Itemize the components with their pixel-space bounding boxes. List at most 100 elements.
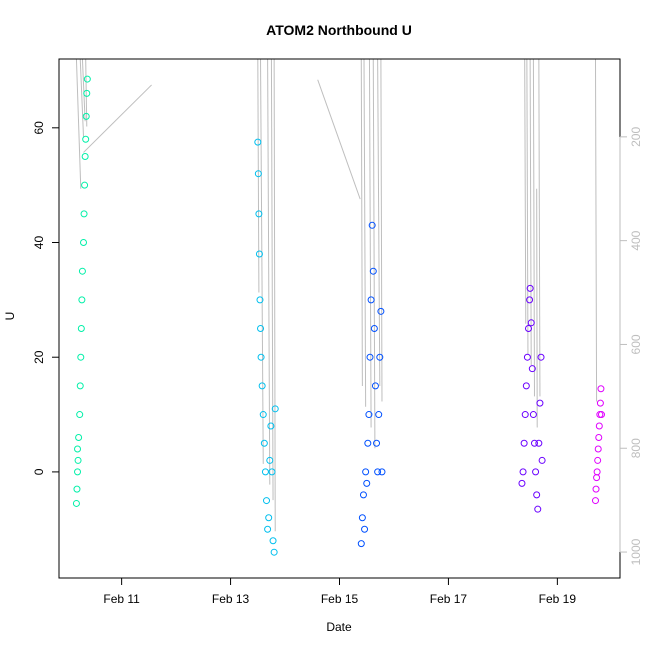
data-point	[80, 239, 88, 247]
data-point	[362, 468, 370, 476]
data-point	[520, 439, 528, 447]
data-point	[357, 540, 365, 548]
data-point	[595, 433, 603, 441]
data-point	[519, 468, 527, 476]
secondary-line	[532, 58, 535, 397]
x-axis: Feb 11 Feb 13 Feb 15 Feb 17 Feb 19	[103, 578, 576, 606]
data-point	[266, 456, 274, 464]
data-point	[518, 479, 526, 487]
data-point-layer	[72, 75, 605, 556]
data-point	[74, 445, 82, 453]
secondary-line	[273, 58, 276, 532]
data-point	[77, 325, 85, 333]
y-axis: 0 20 40 60	[32, 121, 59, 475]
data-point	[594, 445, 602, 453]
y-tick-label: 60	[32, 121, 46, 135]
data-point	[271, 405, 279, 413]
y-axis-label: U	[3, 312, 17, 321]
data-point	[533, 491, 541, 499]
data-point	[76, 411, 84, 419]
secondary-line	[536, 188, 538, 428]
data-point	[370, 325, 378, 333]
x-tick-label: Feb 19	[539, 592, 577, 606]
data-point	[538, 456, 546, 464]
data-point	[83, 75, 91, 83]
data-point	[527, 319, 535, 327]
secondary-y-tick-label: 1000	[629, 538, 643, 565]
data-point	[255, 250, 263, 258]
data-point	[258, 382, 266, 390]
secondary-y-tick-label: 600	[629, 334, 643, 354]
secondary-line	[79, 58, 85, 137]
data-point	[536, 399, 544, 407]
y-tick-label: 0	[32, 468, 46, 475]
secondary-line	[83, 84, 152, 153]
x-tick-label: Feb 13	[212, 592, 250, 606]
secondary-line	[360, 58, 363, 386]
data-point	[74, 456, 82, 464]
y-tick-label: 40	[32, 236, 46, 250]
secondary-line	[524, 58, 527, 324]
data-point	[256, 296, 264, 304]
data-point	[597, 411, 605, 419]
data-point	[255, 210, 263, 218]
data-point	[374, 468, 382, 476]
data-point	[528, 365, 536, 373]
data-point	[594, 456, 602, 464]
data-point	[265, 514, 273, 522]
data-point	[364, 439, 372, 447]
data-point	[522, 382, 530, 390]
data-point	[595, 422, 603, 430]
secondary-line	[363, 58, 367, 407]
data-point	[263, 497, 271, 505]
y-tick-label: 20	[32, 350, 46, 364]
data-point	[371, 382, 379, 390]
secondary-line	[526, 58, 529, 355]
data-point	[260, 439, 268, 447]
data-point	[529, 411, 537, 419]
secondary-line	[81, 58, 86, 122]
data-point	[375, 411, 383, 419]
data-point	[367, 296, 375, 304]
data-point	[526, 284, 534, 292]
data-point	[83, 89, 91, 97]
data-point	[376, 353, 384, 361]
data-point	[526, 296, 534, 304]
data-point	[593, 468, 601, 476]
data-point	[597, 385, 605, 393]
x-tick-label: Feb 15	[321, 592, 359, 606]
secondary-line	[380, 58, 383, 402]
secondary-line	[267, 58, 271, 485]
x-tick-label: Feb 17	[430, 592, 468, 606]
data-point	[596, 399, 604, 407]
data-point	[369, 267, 377, 275]
secondary-line	[594, 58, 598, 402]
data-point	[378, 468, 386, 476]
data-point	[534, 505, 542, 513]
data-point	[81, 181, 89, 189]
data-point	[268, 468, 276, 476]
secondary-line	[85, 58, 88, 127]
data-point	[267, 422, 275, 430]
data-point	[72, 499, 80, 507]
secondary-line	[270, 58, 274, 501]
secondary-line	[377, 58, 381, 386]
x-tick-label: Feb 11	[103, 592, 140, 606]
x-axis-label: Date	[326, 620, 352, 634]
secondary-line	[317, 79, 361, 200]
data-point	[365, 411, 373, 419]
secondary-line	[260, 58, 264, 464]
data-point	[264, 525, 272, 533]
data-point	[76, 382, 84, 390]
data-point	[535, 439, 543, 447]
data-point	[80, 210, 88, 218]
data-point	[530, 439, 538, 447]
data-point	[82, 135, 90, 143]
data-point	[254, 170, 262, 178]
data-point	[259, 411, 267, 419]
data-point	[270, 548, 278, 556]
data-point	[361, 525, 369, 533]
data-point	[591, 497, 599, 505]
